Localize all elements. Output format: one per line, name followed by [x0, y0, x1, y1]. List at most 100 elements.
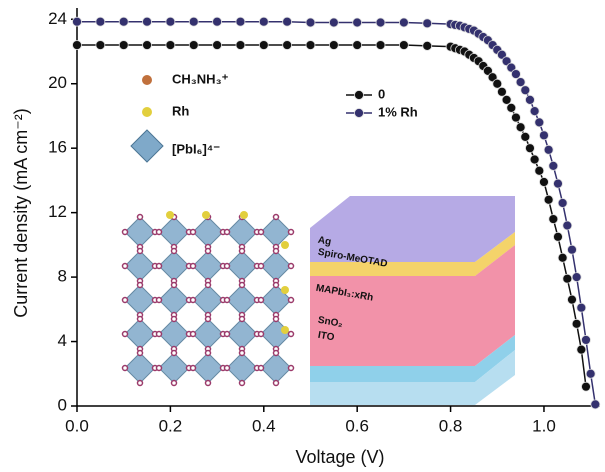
atom-i	[259, 264, 264, 269]
atom-i	[123, 298, 128, 303]
data-point	[581, 382, 590, 391]
atom-i	[274, 215, 279, 220]
annotation: [PbI₆]⁴⁻	[172, 141, 220, 156]
x-axis-label: Voltage (V)	[295, 447, 384, 467]
atom-i	[138, 351, 143, 356]
octahedron	[261, 353, 291, 383]
atom-i	[157, 366, 162, 371]
atom-i	[259, 366, 264, 371]
data-point	[553, 179, 562, 188]
atom-i	[206, 317, 211, 322]
data-point	[521, 86, 530, 95]
atom-i	[259, 230, 264, 235]
data-point	[166, 17, 175, 26]
legend-label: 0	[378, 86, 385, 101]
octahedron	[261, 319, 291, 349]
atom-i	[274, 249, 279, 254]
data-point	[507, 103, 516, 112]
data-point	[353, 18, 362, 27]
atom-i	[138, 317, 143, 322]
octahedron	[159, 319, 189, 349]
data-point	[544, 195, 553, 204]
atom-i	[289, 332, 294, 337]
data-point	[259, 41, 268, 50]
data-point	[96, 41, 105, 50]
atom-i	[157, 332, 162, 337]
data-point	[73, 41, 82, 50]
atom-i	[191, 264, 196, 269]
atom-i	[289, 298, 294, 303]
atom-i	[259, 298, 264, 303]
y-axis-label: Current density (mA cm⁻²)	[11, 108, 31, 318]
octahedron	[227, 319, 257, 349]
atom-i	[240, 283, 245, 288]
y-tick-label: 12	[48, 202, 67, 221]
data-point	[567, 295, 576, 304]
data-point	[376, 41, 385, 50]
data-point	[563, 274, 572, 283]
octahedron	[159, 285, 189, 315]
atom-i	[240, 249, 245, 254]
data-point	[423, 19, 432, 28]
atom-i	[138, 249, 143, 254]
atom-i	[138, 215, 143, 220]
octahedron	[159, 217, 189, 247]
atom-rh	[166, 211, 174, 219]
atom-i	[172, 381, 177, 386]
data-point	[189, 17, 198, 26]
atom-i	[138, 283, 143, 288]
y-tick-label: 8	[58, 267, 67, 286]
atom-i	[172, 351, 177, 356]
atom-i	[225, 332, 230, 337]
data-point	[586, 369, 595, 378]
y-tick-label: 16	[48, 138, 67, 157]
x-tick-label: 1.0	[532, 416, 556, 435]
data-point	[399, 41, 408, 50]
data-point	[567, 245, 576, 254]
atom-i	[206, 381, 211, 386]
octahedron	[159, 353, 189, 383]
data-point	[143, 41, 152, 50]
legend-marker	[355, 109, 364, 118]
data-point	[544, 145, 553, 154]
atom-rh	[281, 241, 289, 249]
data-point	[558, 198, 567, 207]
data-point	[96, 17, 105, 26]
atom-rh	[202, 211, 210, 219]
data-point	[73, 17, 82, 26]
atom-i	[206, 351, 211, 356]
atom-i	[172, 317, 177, 322]
data-point	[581, 335, 590, 344]
icon-ch3nh3	[142, 75, 152, 85]
atom-i	[240, 381, 245, 386]
octahedron	[125, 353, 155, 383]
atom-i	[123, 366, 128, 371]
icon-pbi6	[131, 130, 163, 162]
atom-rh	[240, 211, 248, 219]
data-point	[143, 17, 152, 26]
atom-i	[172, 249, 177, 254]
data-point	[549, 161, 558, 170]
atom-i	[157, 230, 162, 235]
atom-i	[206, 249, 211, 254]
octahedron	[227, 251, 257, 281]
data-point	[572, 319, 581, 328]
atom-i	[123, 230, 128, 235]
atom-rh	[281, 286, 289, 294]
octahedron	[125, 285, 155, 315]
atom-i	[259, 332, 264, 337]
atom-i	[289, 264, 294, 269]
data-point	[563, 221, 572, 230]
data-point	[535, 118, 544, 127]
data-point	[283, 41, 292, 50]
atom-i	[191, 298, 196, 303]
x-tick-label: 0.2	[159, 416, 183, 435]
atom-i	[240, 317, 245, 322]
data-point	[236, 17, 245, 26]
atom-rh	[281, 326, 289, 334]
octahedron	[227, 285, 257, 315]
atom-i	[157, 264, 162, 269]
octahedron	[227, 217, 257, 247]
x-tick-label: 0.8	[439, 416, 463, 435]
data-point	[539, 178, 548, 187]
